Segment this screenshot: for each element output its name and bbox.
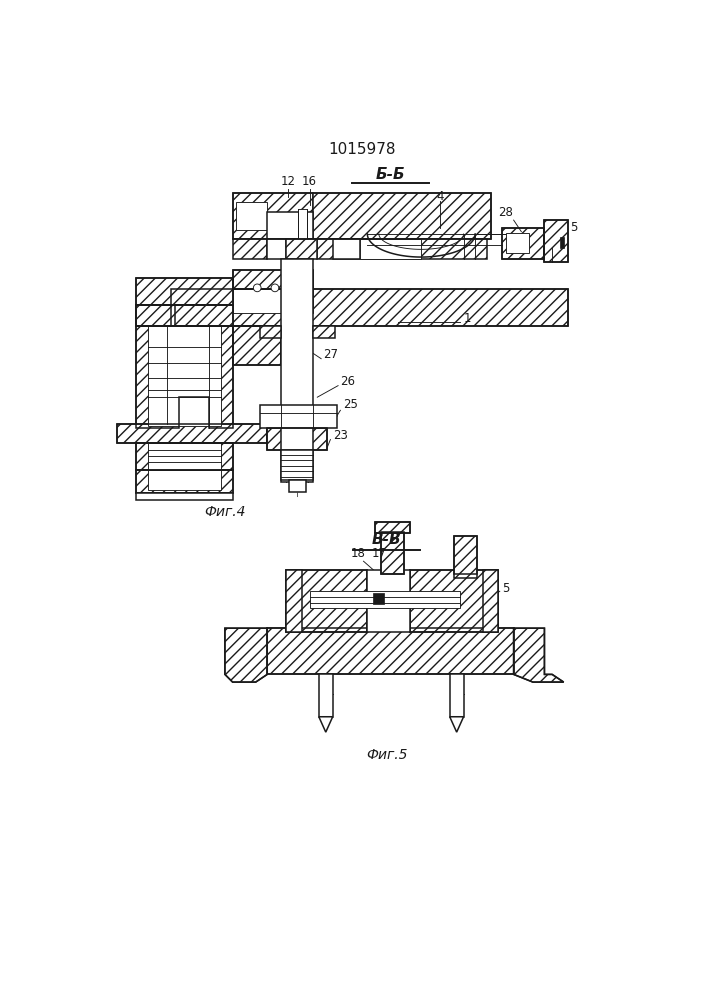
Bar — [373, 593, 383, 604]
Bar — [236, 202, 267, 230]
Text: 26: 26 — [340, 375, 356, 388]
Bar — [544, 220, 568, 262]
Bar — [233, 326, 281, 365]
Bar — [286, 570, 368, 632]
Text: 5: 5 — [502, 582, 510, 595]
Bar — [450, 674, 464, 717]
Bar — [233, 193, 491, 239]
Bar — [381, 532, 404, 574]
Bar — [313, 193, 491, 239]
Bar — [281, 450, 313, 480]
Bar — [136, 305, 233, 326]
Bar — [409, 570, 498, 632]
Bar — [368, 570, 409, 632]
Polygon shape — [514, 628, 563, 682]
Bar — [233, 193, 313, 239]
Text: 5: 5 — [571, 221, 578, 234]
Bar — [136, 470, 233, 493]
Circle shape — [271, 284, 279, 292]
Text: В-В: В-В — [372, 532, 402, 547]
Bar — [136, 278, 233, 305]
Bar — [117, 424, 267, 443]
Bar — [148, 326, 221, 426]
Bar — [310, 591, 460, 608]
Bar — [233, 270, 313, 289]
Polygon shape — [286, 239, 317, 259]
Bar — [136, 443, 233, 470]
Bar — [560, 237, 564, 248]
Text: Фиг.4: Фиг.4 — [204, 505, 245, 519]
Text: 28: 28 — [498, 206, 513, 219]
Bar — [298, 209, 308, 259]
Bar — [136, 305, 233, 326]
Text: Фиг.5: Фиг.5 — [366, 748, 407, 762]
Text: 1: 1 — [464, 312, 471, 325]
Text: 17: 17 — [371, 547, 387, 560]
Bar — [136, 470, 233, 493]
Bar — [267, 212, 313, 239]
Bar — [233, 270, 313, 289]
Text: 27: 27 — [324, 348, 339, 361]
Bar — [313, 326, 335, 338]
Bar — [267, 428, 327, 450]
Bar — [267, 628, 514, 674]
Polygon shape — [225, 628, 267, 682]
Text: 4: 4 — [437, 190, 444, 204]
Bar — [148, 443, 221, 470]
Bar — [333, 239, 360, 259]
Bar — [288, 480, 305, 492]
Bar — [136, 493, 233, 500]
Bar — [319, 674, 333, 717]
Bar — [136, 278, 233, 305]
Bar — [117, 424, 267, 443]
Bar — [259, 405, 337, 428]
Bar — [286, 570, 368, 632]
Polygon shape — [136, 326, 233, 428]
Bar — [267, 239, 313, 259]
Bar — [267, 628, 514, 674]
Bar — [506, 233, 529, 253]
Bar — [454, 536, 477, 574]
Bar — [454, 536, 477, 578]
Bar — [375, 522, 411, 533]
Bar — [286, 570, 302, 632]
Bar — [233, 289, 313, 312]
Text: 12: 12 — [281, 175, 296, 188]
Text: 1015978: 1015978 — [328, 142, 396, 157]
Text: 18: 18 — [351, 547, 366, 560]
Bar — [502, 228, 544, 259]
Bar — [502, 228, 544, 259]
Bar — [136, 443, 233, 470]
Text: 23: 23 — [333, 429, 348, 442]
Bar — [148, 470, 221, 490]
Text: Б-Б: Б-Б — [375, 167, 405, 182]
Bar — [267, 428, 327, 450]
Bar — [233, 239, 267, 259]
Bar — [544, 220, 568, 262]
Bar — [409, 570, 498, 632]
Bar — [171, 289, 568, 326]
Polygon shape — [450, 717, 464, 732]
Bar — [375, 522, 411, 533]
Bar — [381, 532, 404, 574]
Circle shape — [253, 284, 261, 292]
Bar — [233, 326, 281, 365]
Bar — [259, 326, 281, 338]
Text: 25: 25 — [343, 398, 358, 411]
Bar — [483, 570, 498, 632]
Text: 16: 16 — [302, 175, 317, 188]
Bar — [136, 305, 175, 326]
Bar — [317, 239, 486, 259]
Polygon shape — [319, 717, 333, 732]
Bar — [171, 289, 568, 326]
Bar — [281, 259, 313, 482]
Bar — [136, 305, 175, 326]
Bar — [286, 239, 313, 259]
Bar — [360, 239, 421, 259]
